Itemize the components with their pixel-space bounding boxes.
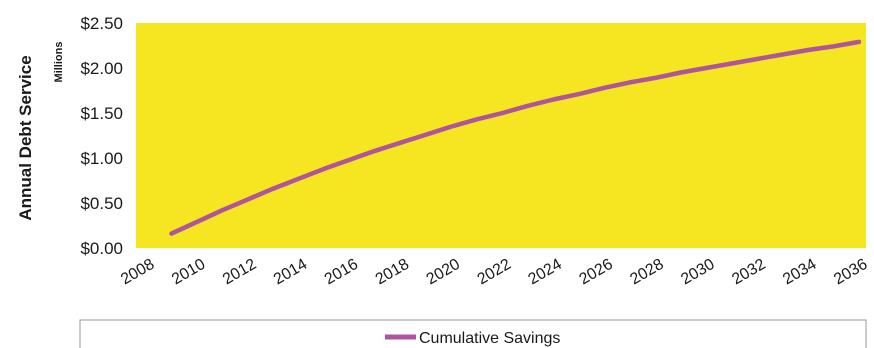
- x-tick-label: 2024: [526, 256, 565, 289]
- y-tick-label: $0.50: [80, 194, 123, 213]
- x-tick-label: 2034: [780, 256, 819, 289]
- x-tick-label: 2030: [678, 256, 717, 289]
- x-tick-label: 2008: [118, 256, 157, 289]
- y-axis-title-group: Annual Debt Service Millions: [16, 42, 65, 221]
- legend-label: Cumulative Savings: [419, 330, 560, 347]
- x-tick-label: 2014: [271, 256, 310, 289]
- x-tick-label: 2018: [373, 256, 412, 289]
- plot-area: [136, 23, 866, 248]
- y-tick-label: $0.00: [80, 239, 123, 258]
- x-tick-label: 2020: [424, 256, 463, 289]
- x-tick-label: 2036: [831, 256, 870, 289]
- x-tick-label: 2010: [169, 256, 208, 289]
- y-axis-ticks: $0.00 $0.50 $1.00 $1.50 $2.00 $2.50: [80, 14, 123, 258]
- x-tick-label: 2016: [322, 256, 361, 289]
- x-tick-label: 2022: [475, 256, 514, 289]
- y-axis-unit: Millions: [53, 42, 65, 83]
- x-tick-label: 2026: [576, 256, 615, 289]
- x-tick-label: 2012: [220, 256, 259, 289]
- x-tick-label: 2032: [729, 256, 768, 289]
- y-tick-label: $1.50: [80, 104, 123, 123]
- legend-box: [79, 319, 867, 348]
- y-axis-title: Annual Debt Service: [16, 55, 35, 220]
- y-tick-label: $2.50: [80, 14, 123, 33]
- series-line: [169, 39, 862, 236]
- series-layer: [169, 39, 862, 236]
- y-tick-label: $2.00: [80, 59, 123, 78]
- x-axis-ticks: 2008 2010 2012 2014 2016 2018 2020 2022 2024 2026…: [118, 256, 870, 289]
- x-tick-label: 2028: [627, 256, 666, 289]
- y-tick-label: $1.00: [80, 149, 123, 168]
- legend: Cumulative Savings: [79, 319, 867, 348]
